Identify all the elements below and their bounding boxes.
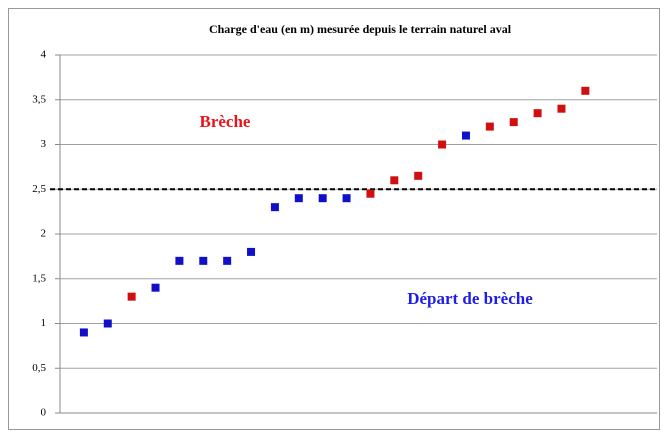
point bbox=[151, 283, 160, 292]
point bbox=[509, 118, 518, 127]
point bbox=[270, 203, 279, 212]
point bbox=[581, 86, 590, 95]
y-tick-label: 3 bbox=[41, 138, 47, 150]
y-tick-label: 1 bbox=[41, 317, 47, 329]
annotation: Brèche bbox=[200, 112, 251, 131]
y-tick-label: 0,5 bbox=[32, 362, 46, 374]
point bbox=[199, 256, 208, 265]
point bbox=[223, 256, 232, 265]
y-tick-label: 1,5 bbox=[32, 272, 46, 284]
point bbox=[247, 247, 256, 256]
point bbox=[342, 194, 351, 203]
point bbox=[414, 171, 423, 180]
point bbox=[294, 194, 303, 203]
point bbox=[461, 131, 470, 140]
point bbox=[390, 176, 399, 185]
point bbox=[366, 189, 375, 198]
point bbox=[438, 140, 447, 149]
y-tick-label: 4 bbox=[41, 49, 47, 61]
point bbox=[127, 292, 136, 301]
point bbox=[557, 104, 566, 113]
point bbox=[485, 122, 494, 131]
y-tick-label: 0 bbox=[41, 407, 47, 419]
annotation: Départ de brèche bbox=[407, 289, 533, 308]
y-tick-label: 2,5 bbox=[32, 183, 46, 195]
y-tick-label: 3,5 bbox=[32, 93, 46, 105]
chart-title: Charge d'eau (en m) mesurée depuis le te… bbox=[209, 22, 512, 36]
y-tick-label: 2 bbox=[41, 228, 47, 240]
point bbox=[175, 256, 184, 265]
point bbox=[103, 319, 112, 328]
point bbox=[79, 328, 88, 337]
point bbox=[318, 194, 327, 203]
chart-frame bbox=[8, 8, 660, 430]
point bbox=[533, 109, 542, 118]
